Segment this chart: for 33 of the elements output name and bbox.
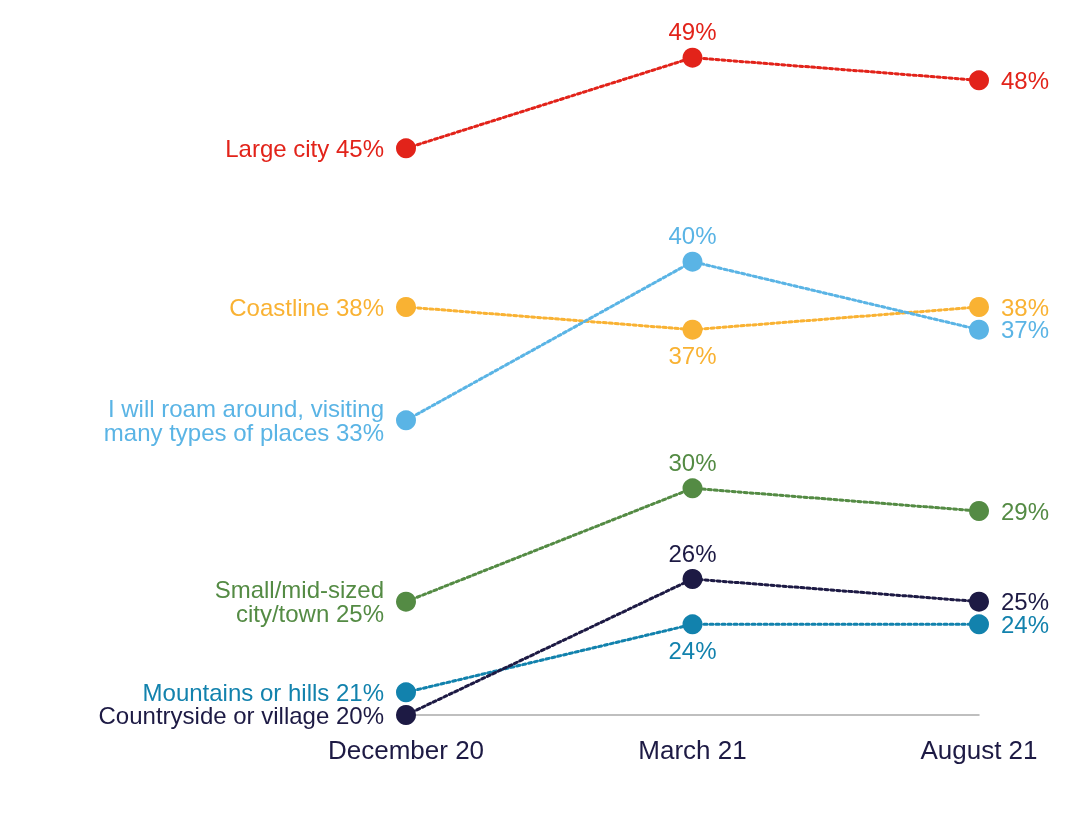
data-label: 37% — [668, 342, 717, 370]
text: Small/mid-sized city/town 25% — [214, 576, 384, 628]
data-label: 29% — [1001, 497, 1050, 525]
data-label: 48% — [1001, 66, 1050, 94]
point — [682, 319, 703, 340]
point — [396, 591, 416, 612]
point — [969, 501, 989, 521]
point — [682, 614, 703, 635]
data-label: 40% — [668, 222, 717, 250]
point — [682, 569, 703, 589]
point — [682, 251, 703, 272]
point — [969, 591, 989, 612]
x-tick-label: March 21 — [638, 735, 747, 765]
point — [969, 614, 989, 635]
point — [682, 478, 703, 499]
text: Coastline 38% — [229, 293, 384, 321]
point — [682, 47, 703, 68]
data-label: 24% — [668, 636, 717, 664]
data-label: 26% — [668, 539, 717, 567]
text: Large city 45% — [225, 134, 384, 162]
point — [396, 138, 416, 159]
point — [969, 297, 989, 317]
text: I will roam around, visiting many types of places 33% — [103, 394, 384, 446]
point — [396, 682, 416, 703]
point — [969, 319, 989, 340]
point — [396, 410, 416, 431]
x-tick-label: August 21 — [920, 735, 1038, 765]
point — [969, 70, 989, 91]
data-label: 49% — [668, 18, 717, 46]
data-label: 30% — [668, 448, 717, 476]
point — [396, 705, 416, 725]
x-tick-label: December 20 — [327, 735, 485, 765]
point — [396, 297, 416, 317]
